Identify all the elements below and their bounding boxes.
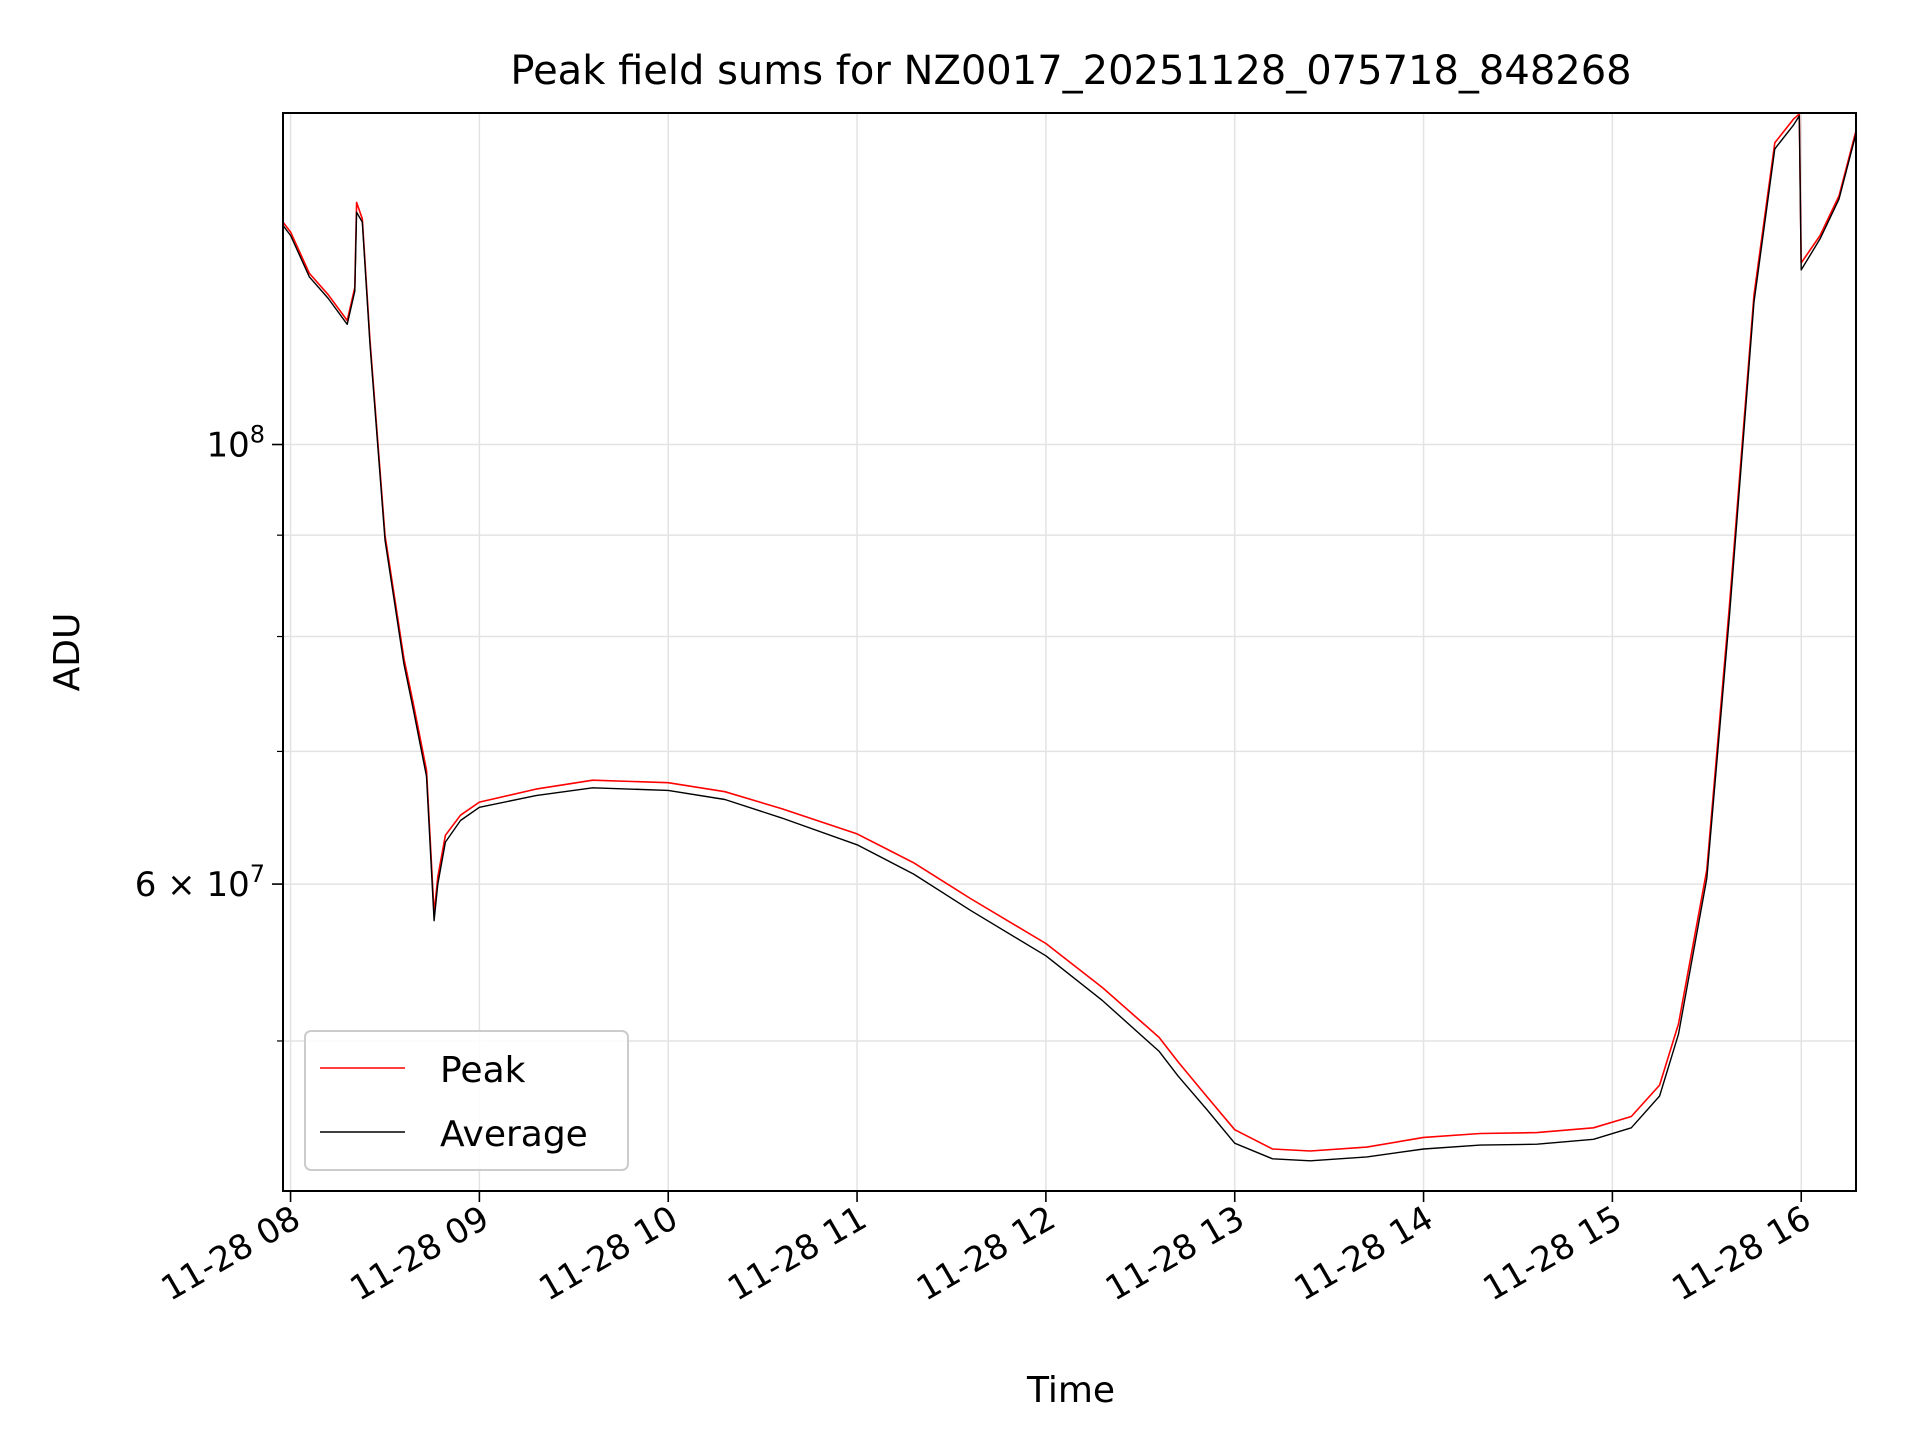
legend-label-average: Average — [440, 1114, 588, 1155]
plot-lines — [282, 113, 1857, 1162]
y-tick-label-base: 6 × 10 — [135, 865, 250, 905]
y-tick-label: 108 — [206, 421, 265, 466]
y-tick-label-exponent: 8 — [250, 421, 265, 449]
y-tick-label: 6 × 107 — [135, 860, 265, 905]
legend: Peak Average — [304, 1030, 629, 1171]
legend-label-peak: Peak — [440, 1050, 526, 1091]
plot-frame — [282, 112, 1857, 1192]
y-axis: 108 6 × 107 — [135, 421, 283, 1042]
grid — [283, 113, 1856, 1191]
series-line-average — [282, 115, 1857, 1162]
y-tick-label-exponent: 7 — [250, 860, 265, 888]
y-tick-label-base: 10 — [206, 426, 249, 466]
chart-title: Peak field sums for NZ0017_20251128_0757… — [510, 48, 1631, 94]
y-axis-label: ADU — [47, 613, 88, 692]
x-axis-label: Time — [1026, 1370, 1115, 1411]
legend-box — [304, 1030, 629, 1171]
